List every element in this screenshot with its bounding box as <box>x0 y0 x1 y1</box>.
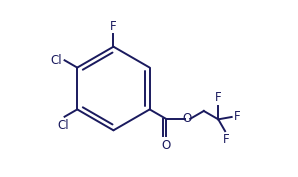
Text: O: O <box>183 112 192 125</box>
Text: Cl: Cl <box>58 119 69 132</box>
Text: F: F <box>215 91 222 104</box>
Text: Cl: Cl <box>51 54 63 67</box>
Text: O: O <box>161 139 170 152</box>
Text: F: F <box>234 110 240 124</box>
Text: F: F <box>223 133 229 146</box>
Text: F: F <box>110 20 117 33</box>
